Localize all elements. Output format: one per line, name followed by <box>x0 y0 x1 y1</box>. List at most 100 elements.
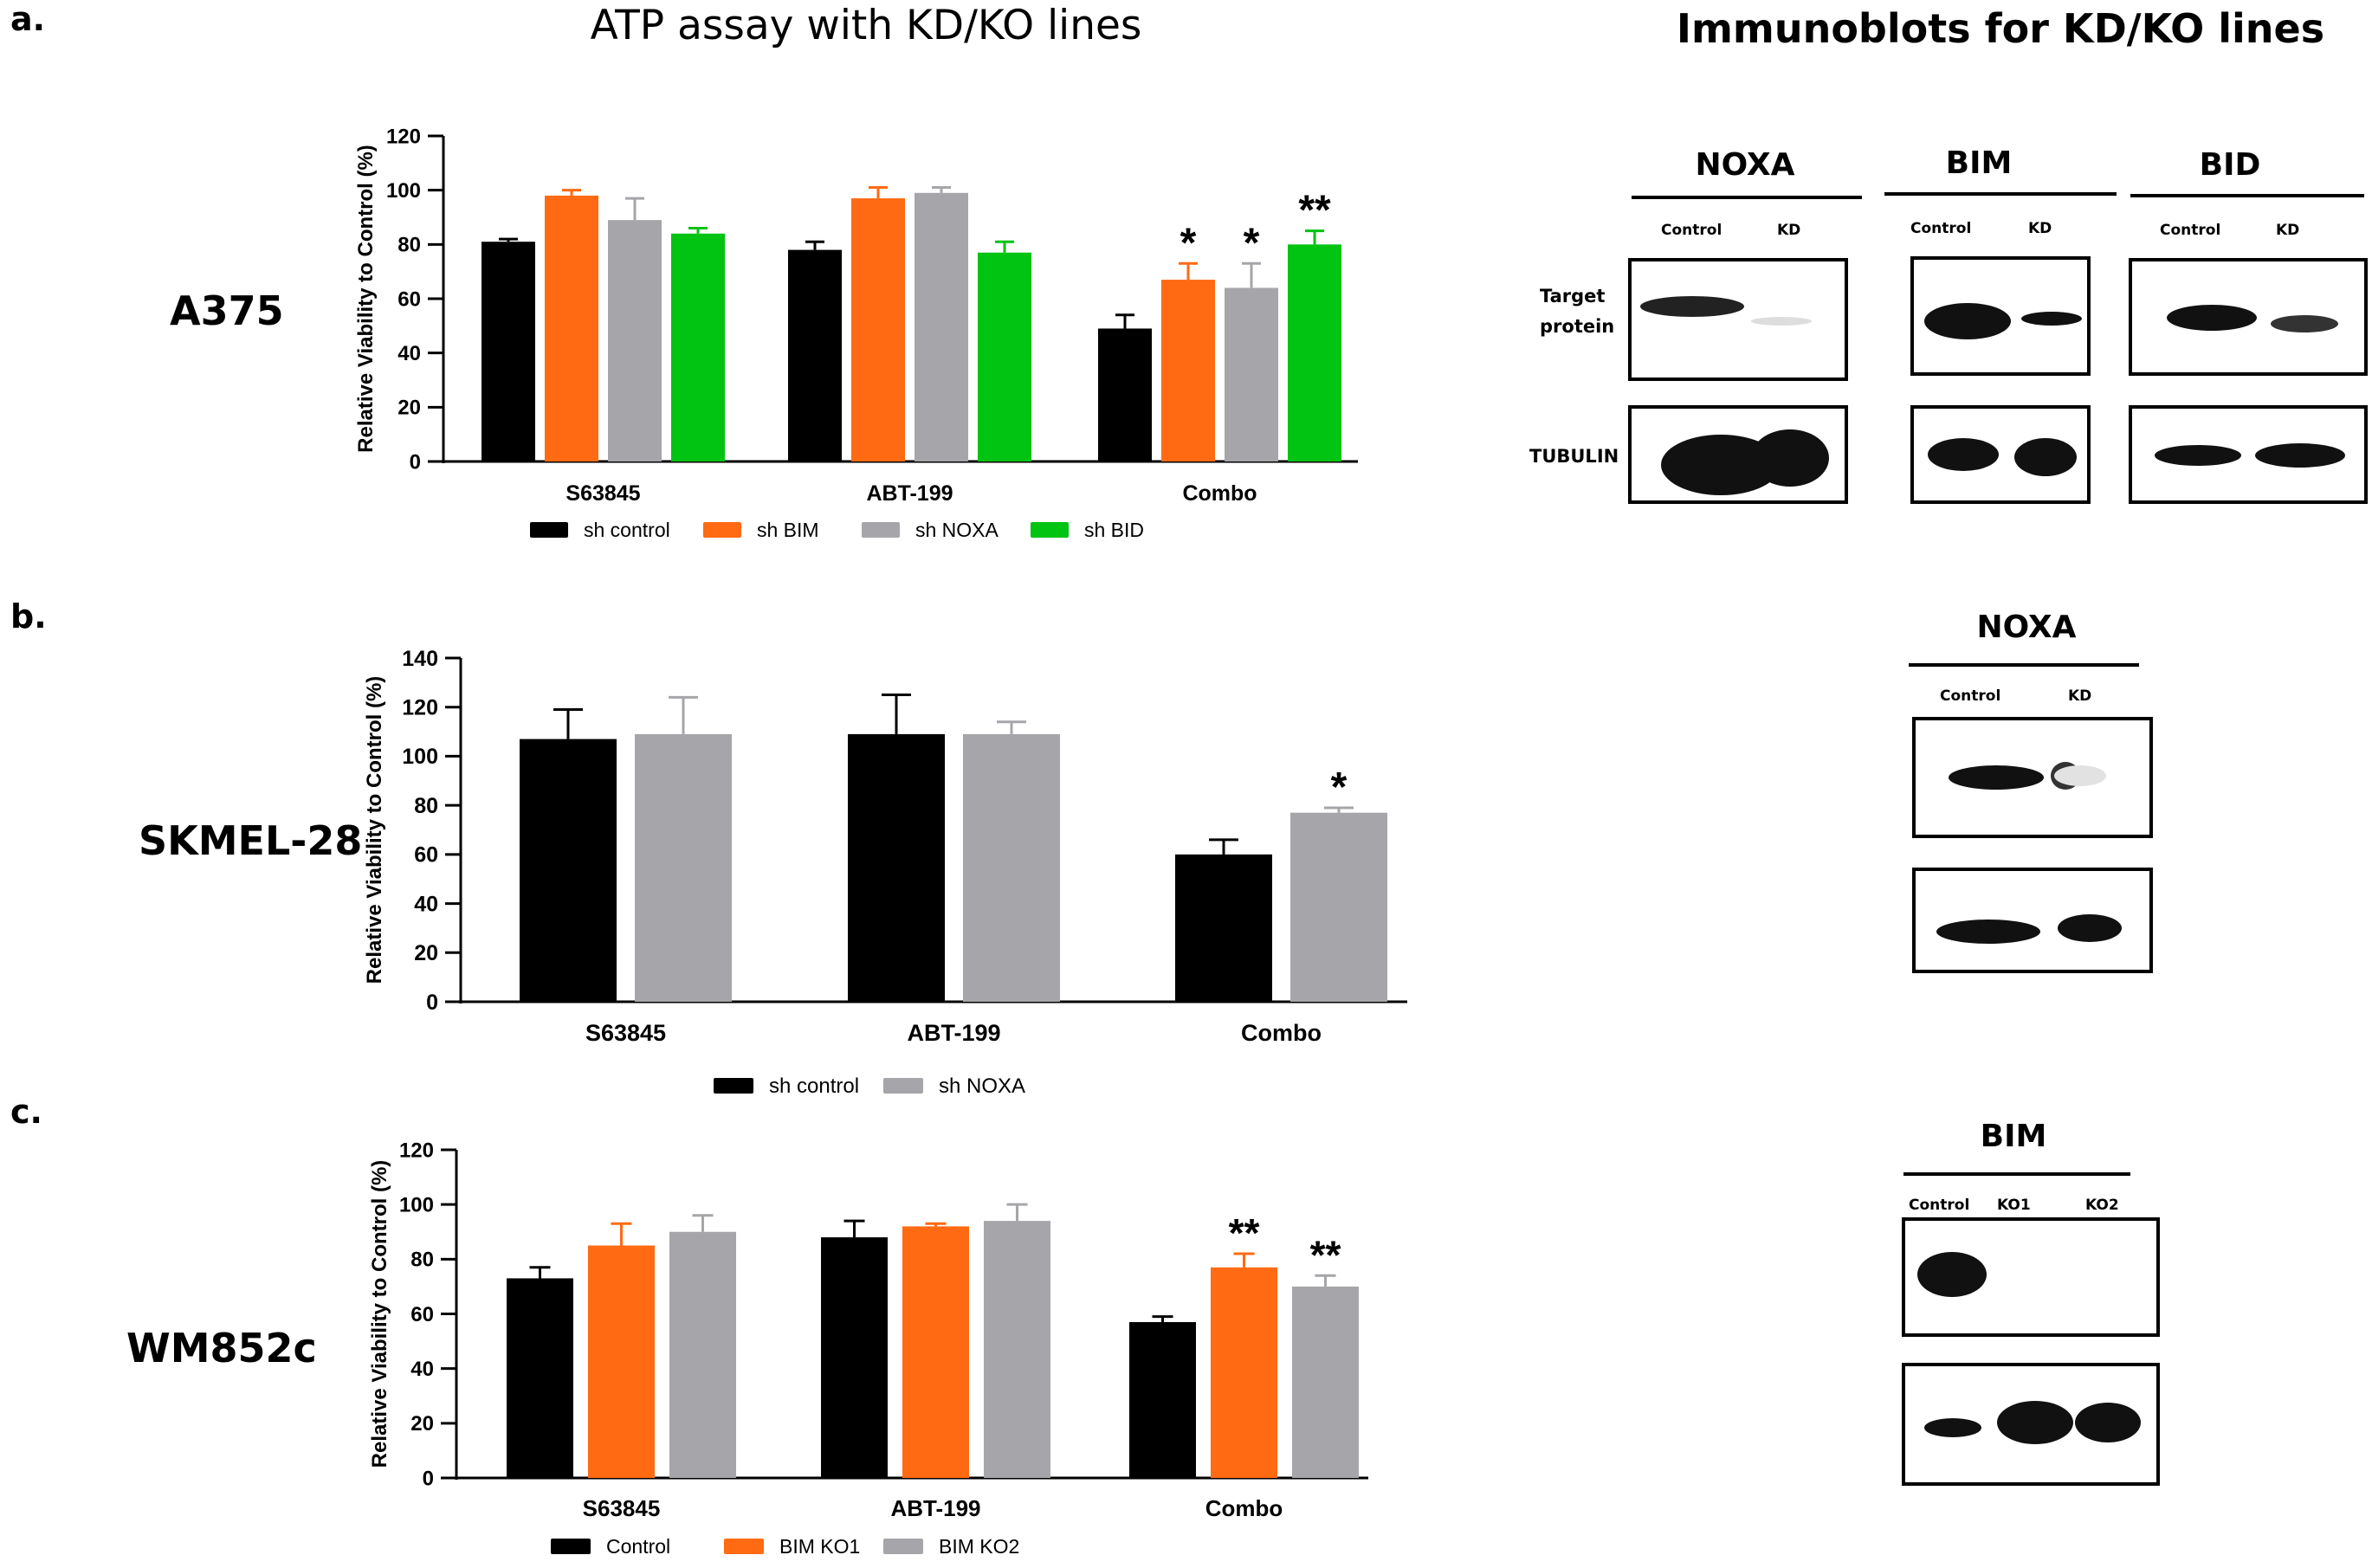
chart-c-y-tick-label: 120 <box>399 1139 434 1162</box>
chart-a-y-tick-label: 20 <box>397 397 421 420</box>
chart-b-bar <box>1175 854 1272 1002</box>
blot-c-bim-title: BIM <box>1980 1119 2047 1154</box>
chart-a-bar <box>545 195 598 461</box>
chart-c-bar <box>588 1245 655 1478</box>
chart-a-bar <box>978 252 1031 461</box>
chart-a-bar <box>1288 244 1341 461</box>
panel-label-a: a. <box>10 0 46 38</box>
blot-band <box>2271 315 2338 332</box>
chart-b-y-tick-label: 60 <box>414 843 438 868</box>
chart-c-category-label: Combo <box>1205 1495 1283 1521</box>
blot-b-noxa-underline <box>1909 663 2139 667</box>
chart-a-category-label: ABT-199 <box>866 481 953 506</box>
chart-a-bar <box>1225 287 1278 461</box>
chart-b-significance-marker: * <box>1331 765 1348 810</box>
blot-a-noxa-title: NOXA <box>1695 147 1795 183</box>
blot-a-row-label-target-line1: Target <box>1540 286 1606 307</box>
chart-a-legend-label: sh NOXA <box>915 519 999 541</box>
panel-label-c: c. <box>10 1093 42 1131</box>
chart-b-y-tick-label: 120 <box>402 695 438 719</box>
cell-line-label-a375: A375 <box>170 287 284 334</box>
chart-b-legend-swatch <box>714 1078 753 1094</box>
chart-a-significance-marker: ** <box>1298 188 1331 234</box>
blot-band <box>1924 1418 1981 1437</box>
blot-band <box>1640 296 1744 317</box>
blot-a-bid-underline <box>2130 194 2364 197</box>
chart-a-significance-marker: * <box>1244 220 1260 266</box>
chart-c-bar <box>1129 1321 1196 1478</box>
blot-band <box>2167 305 2257 331</box>
chart-b-bar <box>848 733 945 1002</box>
chart-b-legend-swatch <box>883 1078 923 1094</box>
blot-a-noxa-col-control: Control <box>1661 222 1722 239</box>
blot-band <box>1924 303 2011 339</box>
chart-b-category-label: ABT-199 <box>907 1020 1000 1046</box>
chart-a-legend-swatch <box>703 522 741 538</box>
chart-b-bar <box>963 733 1060 1002</box>
chart-c-category-label: S63845 <box>583 1495 661 1521</box>
chart-b-legend-label: sh NOXA <box>939 1074 1025 1098</box>
chart-a-y-tick-label: 100 <box>386 179 421 203</box>
chart-b-y-tick-label: 0 <box>426 990 438 1015</box>
chart-b-bar <box>520 739 617 1002</box>
blot-band <box>1751 429 1829 487</box>
chart-a-bar <box>915 192 968 462</box>
blot-a-bim-underline <box>1884 192 2117 196</box>
blot-a-bid-col-control: Control <box>2160 222 2221 239</box>
chart-c-legend-swatch <box>551 1539 591 1554</box>
blot-band <box>1917 1252 1987 1297</box>
chart-c-legend-label: BIM KO2 <box>939 1535 1019 1558</box>
chart-b-bar <box>635 733 732 1002</box>
chart-c-y-axis-label: Relative Viability to Control (%) <box>368 1160 391 1468</box>
chart-c-bar <box>821 1237 888 1478</box>
blot-a-bim-target-frame <box>1910 256 2091 376</box>
chart-c-y-tick-label: 40 <box>410 1358 434 1381</box>
chart-c-bar <box>507 1278 573 1478</box>
chart-a-legend-label: sh BID <box>1084 519 1144 541</box>
blot-band <box>2014 438 2077 476</box>
cell-line-label-wm852c: WM852c <box>126 1325 317 1371</box>
blot-a-noxa-target-frame <box>1628 258 1848 381</box>
blot-band <box>2255 443 2345 468</box>
chart-c-y-tick-label: 20 <box>410 1412 434 1436</box>
chart-a-y-tick-label: 60 <box>397 287 421 311</box>
blot-c-col-ko2: KO2 <box>2085 1197 2119 1214</box>
blot-c-target-frame <box>1902 1217 2160 1337</box>
chart-c-significance-marker: ** <box>1229 1210 1260 1255</box>
blot-a-bid-tubulin-frame <box>2129 405 2368 504</box>
chart-a-category-label: Combo <box>1182 481 1257 506</box>
blot-b-loading-frame <box>1912 868 2153 973</box>
blot-a-noxa-tubulin-frame <box>1628 405 1848 504</box>
chart-a-bar <box>482 242 535 461</box>
chart-c-bar <box>1211 1267 1277 1478</box>
chart-a-legend-label: sh control <box>584 519 670 541</box>
blot-a-bim-title: BIM <box>1945 145 2013 181</box>
blot-band <box>2155 445 2241 466</box>
blot-a-bid-title: BID <box>2199 147 2261 183</box>
blot-c-col-control: Control <box>1909 1197 1970 1214</box>
blot-band <box>2075 1403 2141 1442</box>
blot-b-target-frame <box>1912 717 2153 838</box>
atp-assay-heading: ATP assay with KD/KO lines <box>590 2 1142 49</box>
blot-a-row-label-target-line2: protein <box>1540 316 1615 337</box>
blot-a-bid-col-kd: KD <box>2276 222 2300 239</box>
chart-c-bar <box>669 1231 736 1478</box>
chart-c-significance-marker: ** <box>1310 1232 1341 1277</box>
chart-b-y-tick-label: 20 <box>414 941 438 965</box>
chart-a-y-tick-label: 80 <box>397 234 421 257</box>
blot-band <box>1949 765 2044 790</box>
chart-c-legend-swatch <box>883 1539 923 1554</box>
chart-a-legend-swatch <box>862 522 900 538</box>
chart-b-category-label: S63845 <box>585 1020 666 1046</box>
chart-c-bar <box>1292 1286 1359 1478</box>
chart-b-y-tick-label: 80 <box>414 794 438 818</box>
blot-a-bim-col-control: Control <box>1910 220 1972 237</box>
chart-a-bar <box>788 249 842 461</box>
blot-band <box>2054 765 2106 786</box>
chart-b-y-tick-label: 40 <box>414 892 438 916</box>
chart-a-bar <box>1098 328 1152 461</box>
blot-b-col-control: Control <box>1940 687 2001 705</box>
chart-a-significance-marker: * <box>1180 220 1197 266</box>
chart-a-bar <box>608 220 662 461</box>
chart-c-y-tick-label: 100 <box>399 1194 434 1217</box>
